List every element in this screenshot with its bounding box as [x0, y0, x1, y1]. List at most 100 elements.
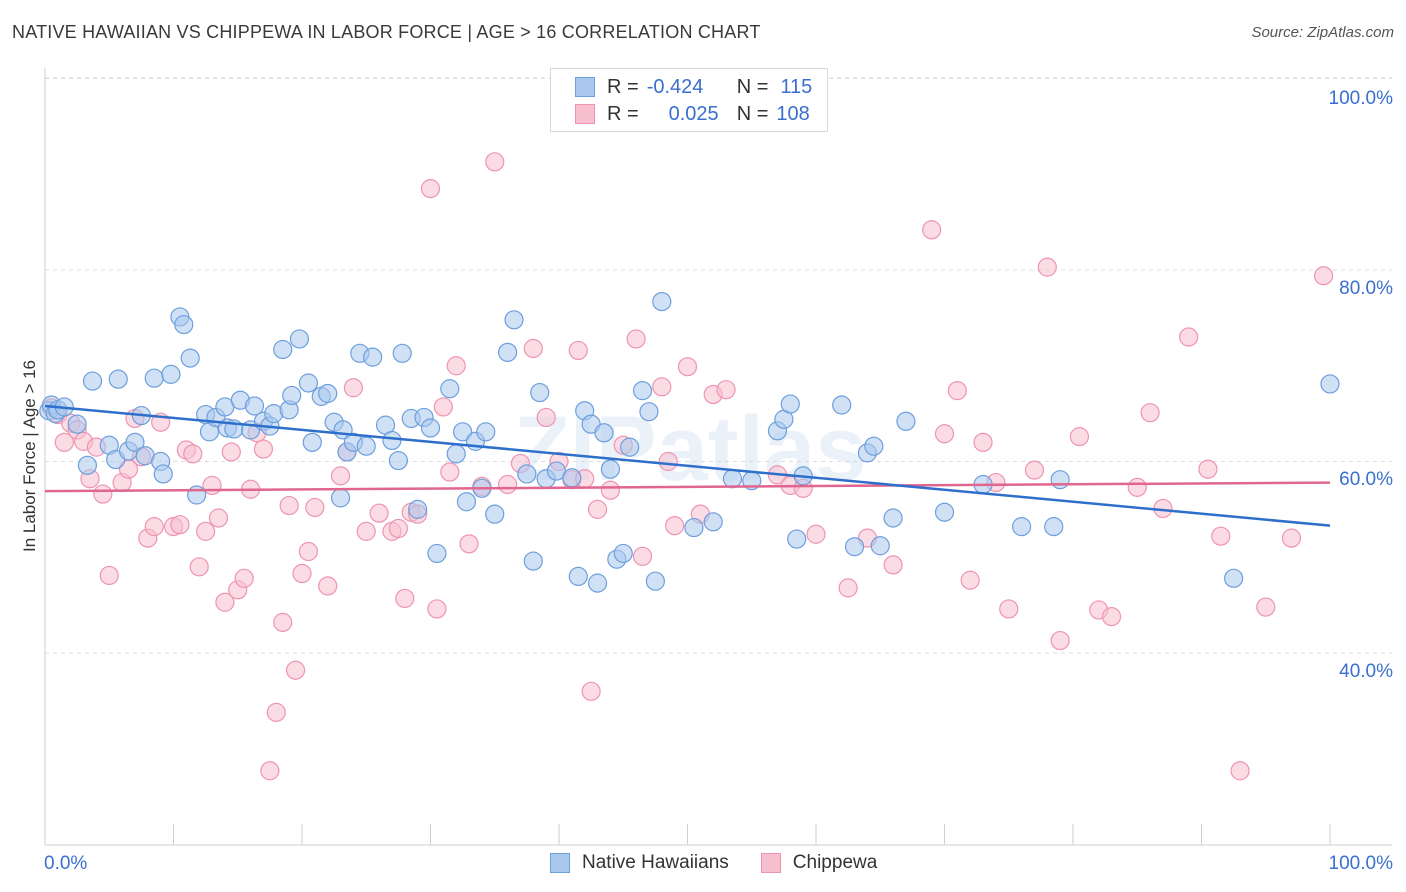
chippewa-point	[999, 599, 1019, 619]
chippewa-point	[1127, 477, 1147, 497]
chippewa-point	[883, 555, 903, 575]
native-hawaiian-point	[382, 430, 402, 451]
native-hawaiian-point	[456, 492, 477, 512]
native-hawaiian-point	[1050, 470, 1070, 490]
native-hawaiian-point	[722, 469, 743, 489]
legend-row-native-hawaiians: R = -0.424 N = 115	[575, 76, 812, 98]
y-tick-label: 100.0%	[1329, 88, 1394, 109]
native-hawaiian-point	[330, 488, 351, 508]
native-hawaiian-point	[832, 395, 852, 415]
native-hawaiian-point	[587, 573, 608, 593]
native-hawaiian-point	[125, 432, 145, 452]
chippewa-point	[260, 761, 280, 781]
legend-label: Chippewa	[792, 852, 878, 873]
chippewa-point	[54, 432, 74, 452]
y-tick-label: 60.0%	[1339, 469, 1393, 490]
native-hawaiian-point	[302, 432, 322, 452]
chart-title: NATIVE HAWAIIAN VS CHIPPEWA IN LABOR FOR…	[12, 22, 761, 42]
chippewa-point	[208, 508, 229, 528]
native-hawaiian-point	[82, 371, 103, 391]
chippewa-point	[273, 612, 293, 632]
chippewa-point	[523, 338, 543, 359]
y-tick-label: 80.0%	[1339, 278, 1393, 299]
chippewa-point	[1256, 597, 1276, 617]
legend-item-native-hawaiians: Native Hawaiians	[550, 852, 729, 874]
native-hawaiian-point	[298, 373, 319, 393]
native-hawaiian-point	[318, 383, 338, 404]
pink-swatch	[575, 104, 595, 124]
native-hawaiian-point	[844, 537, 865, 557]
y-axis-label: In Labor Force | Age > 16	[20, 360, 39, 552]
n-label: N =	[736, 75, 769, 98]
chippewa-point	[665, 516, 685, 536]
native-hawaiian-point	[530, 382, 550, 403]
chippewa-point	[196, 521, 216, 541]
chippewa-point	[677, 357, 698, 377]
chippewa-point	[960, 570, 980, 590]
chippewa-point	[298, 541, 319, 562]
pink-swatch	[760, 853, 781, 873]
chippewa-point	[1101, 607, 1122, 627]
native-hawaiian-point	[703, 512, 723, 532]
native-hawaiian-point	[420, 418, 441, 438]
chippewa-point	[536, 407, 556, 428]
native-hawaiian-point	[504, 310, 524, 330]
x-tick-label: 0.0%	[44, 853, 87, 874]
native-hawaiian-point	[427, 543, 447, 564]
chippewa-trend-line	[44, 481, 1331, 493]
chippewa-point	[498, 474, 518, 495]
chippewa-point	[1281, 528, 1302, 548]
x-tick-label: 100.0%	[1329, 853, 1394, 874]
native-hawaiian-point	[174, 314, 194, 335]
chippewa-point	[1198, 459, 1218, 479]
chippewa-point	[1024, 460, 1045, 480]
native-hawaiian-point	[77, 455, 98, 475]
chippewa-point	[202, 475, 222, 496]
native-hawaiian-point	[870, 536, 890, 556]
chippewa-point	[330, 466, 351, 486]
r-label: R =	[607, 102, 639, 125]
native-hawaiian-point	[1011, 517, 1032, 537]
native-hawaiian-point	[568, 566, 588, 587]
chippewa-point	[279, 495, 299, 516]
native-hawaiian-point	[896, 411, 916, 431]
native-hawaiian-trend-line	[44, 404, 1331, 527]
chippewa-point	[440, 462, 460, 482]
chippewa-point	[922, 220, 942, 240]
chippewa-point	[1230, 761, 1250, 781]
chippewa-point	[1050, 630, 1070, 651]
native-hawaiian-point	[1224, 568, 1244, 588]
native-hawaiian-point	[787, 529, 807, 549]
legend-row-chippewa: R = 0.025 N = 108	[575, 103, 810, 125]
native-hawaiian-point	[144, 368, 164, 388]
native-hawaiian-point	[446, 444, 466, 464]
chippewa-point	[395, 588, 415, 609]
chippewa-point	[266, 702, 286, 722]
chippewa-point	[973, 432, 993, 452]
chippewa-point	[183, 444, 203, 464]
chippewa-point	[1211, 526, 1231, 546]
chippewa-point	[806, 524, 826, 544]
native-hawaiian-point	[864, 436, 884, 456]
chippewa-point	[388, 518, 408, 539]
native-hawaiian-point	[440, 379, 460, 399]
chippewa-point	[305, 497, 325, 518]
n-value: 115	[780, 75, 813, 98]
native-hawaiian-point	[363, 347, 383, 367]
chippewa-point	[369, 503, 389, 523]
chippewa-point	[581, 681, 601, 701]
native-hawaiian-point	[289, 329, 310, 349]
chippewa-point	[343, 378, 363, 398]
native-hawaiian-point	[639, 402, 659, 422]
legend-label: Native Hawaiians	[582, 852, 729, 873]
native-hawaiian-point	[108, 369, 128, 389]
native-hawaiian-point	[934, 502, 955, 522]
chippewa-point	[716, 380, 736, 400]
chippewa-point	[446, 356, 466, 376]
n-label: N =	[736, 102, 769, 125]
native-hawaiian-point	[273, 339, 293, 360]
chippewa-point	[234, 568, 254, 588]
chippewa-point	[1037, 257, 1057, 277]
blue-swatch	[550, 853, 570, 873]
chippewa-point	[170, 515, 190, 535]
